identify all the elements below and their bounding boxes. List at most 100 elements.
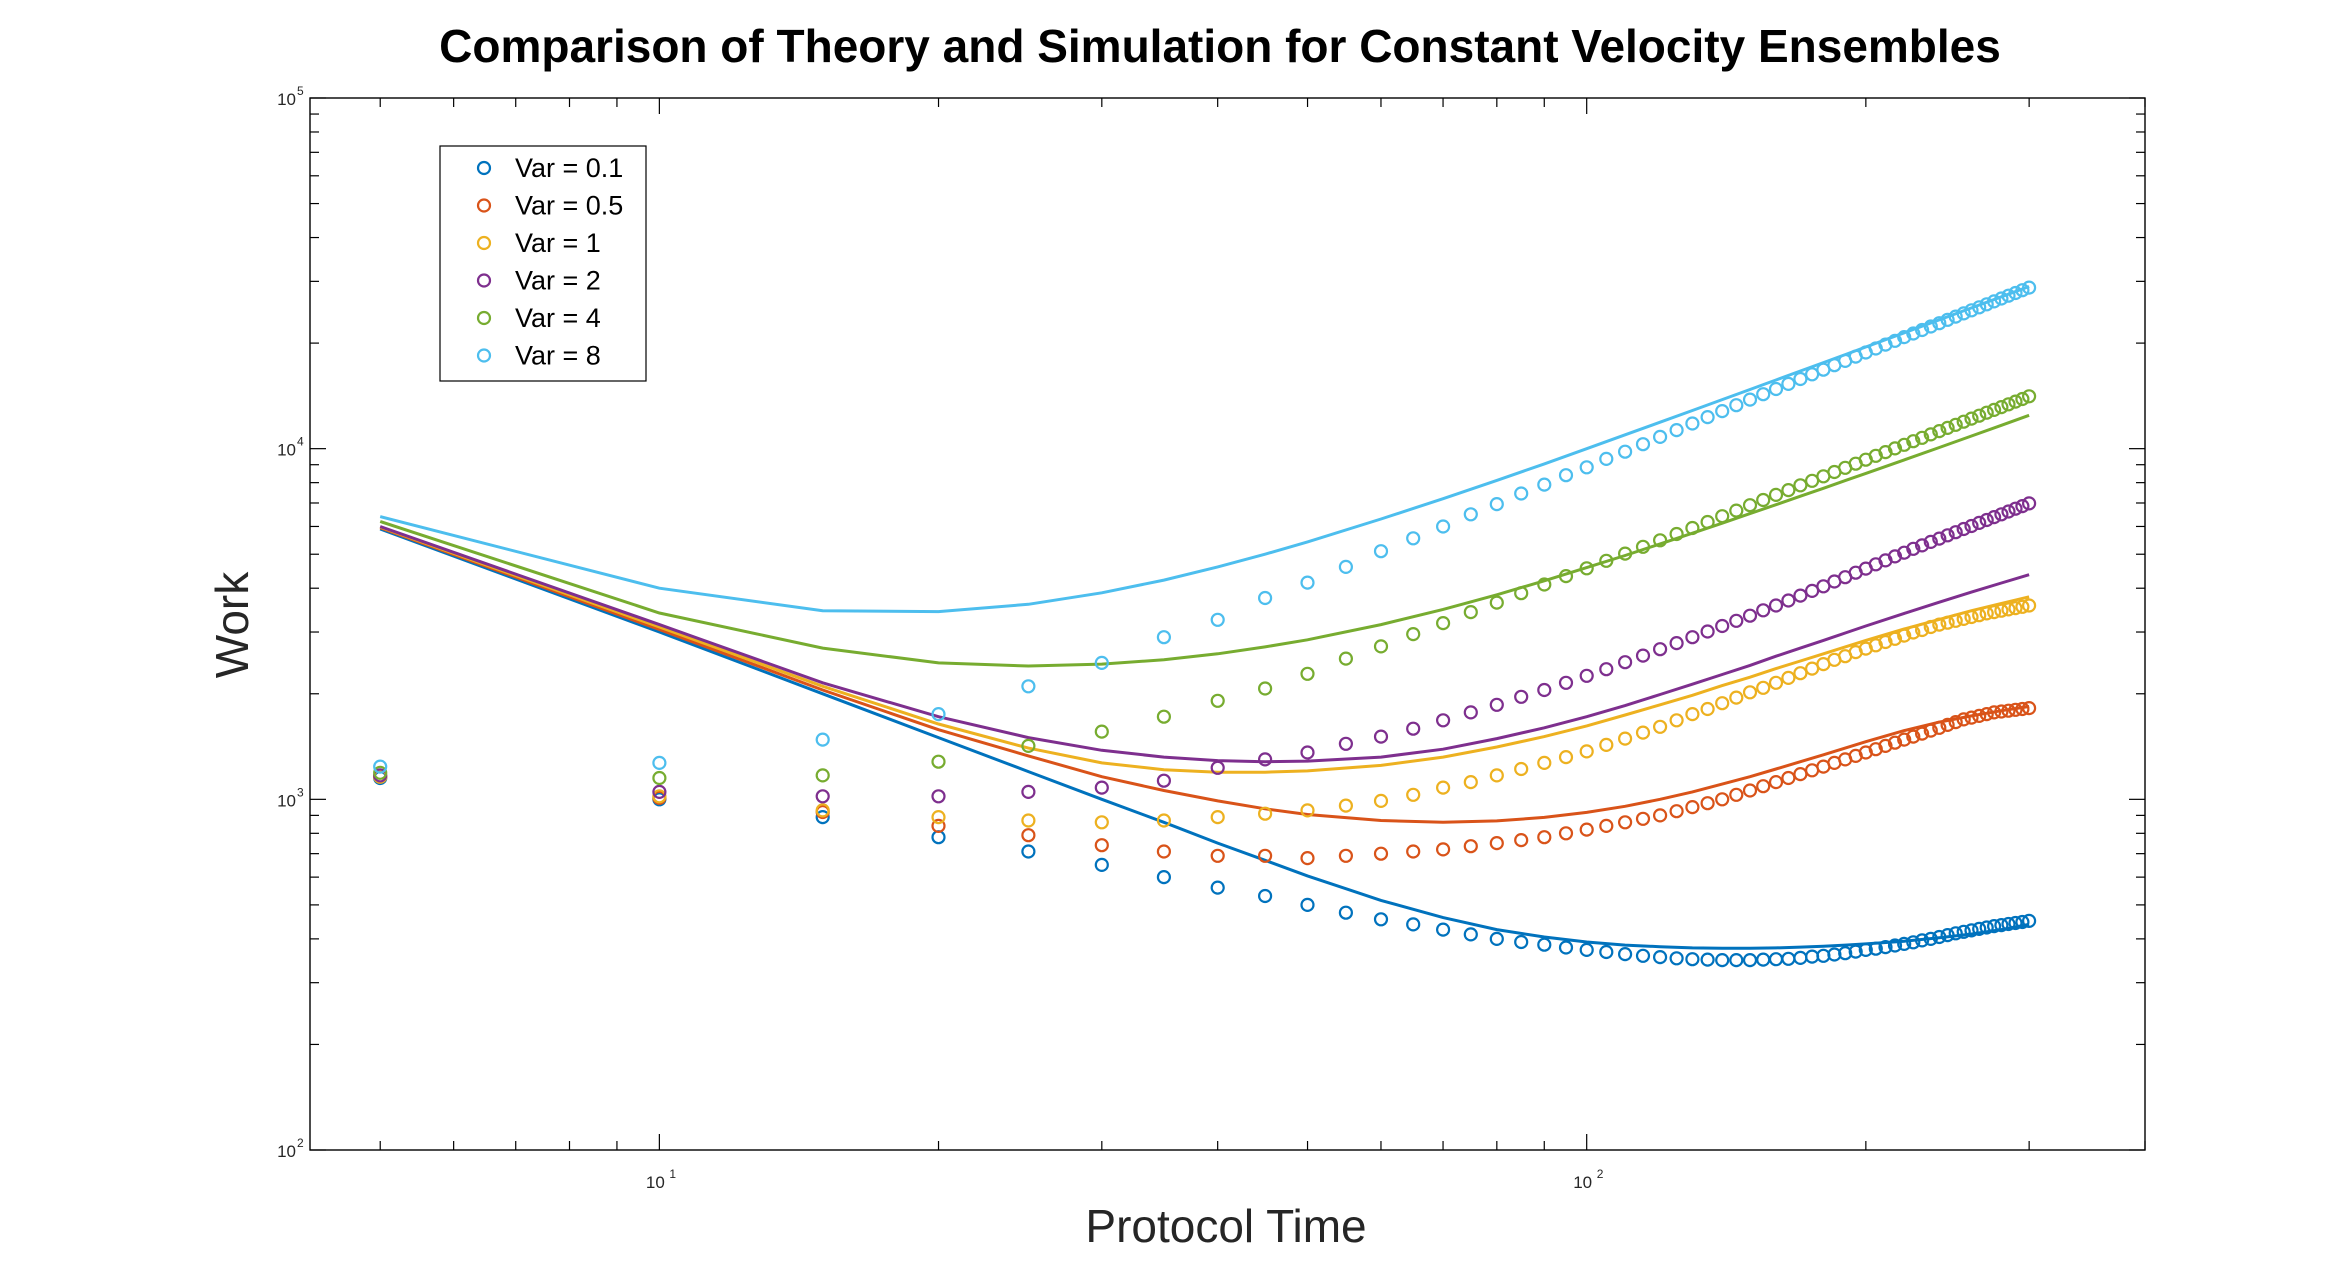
data-point (1558, 468, 1574, 483)
data-point (1964, 518, 1979, 534)
data-point (1887, 441, 1903, 456)
data-point (2015, 599, 2030, 614)
data-point (1537, 755, 1552, 771)
legend-marker (476, 348, 492, 363)
data-point (1406, 787, 1421, 802)
data-point (1858, 942, 1873, 958)
data-point (1300, 897, 1315, 913)
data-point (1923, 723, 1938, 738)
data-point (1489, 595, 1504, 610)
data-point (1956, 521, 1971, 537)
data-point (1914, 933, 1930, 948)
data-point (1742, 952, 1758, 968)
data-point (1635, 648, 1651, 663)
data-point (1715, 696, 1730, 711)
legend-label: Var = 2 (515, 266, 601, 296)
data-point (1406, 531, 1421, 546)
theory-lines (379, 285, 2030, 950)
data-point (1489, 931, 1504, 947)
data-point (1887, 631, 1903, 646)
data-point (1579, 942, 1594, 958)
data-point (1435, 519, 1451, 534)
data-point (1979, 297, 1994, 312)
data-point (1986, 705, 2002, 720)
data-point (1932, 929, 1947, 945)
data-point (1537, 577, 1552, 592)
data-point (1652, 808, 1668, 823)
series-points (373, 389, 2037, 786)
data-point (2021, 913, 2037, 929)
data-point (652, 789, 667, 804)
data-point (931, 754, 946, 769)
data-point (2008, 285, 2023, 301)
data-point (1781, 376, 1796, 391)
data-point (652, 770, 667, 786)
data-point (2001, 703, 2016, 718)
data-point (2008, 915, 2023, 931)
y-tick-label: 10 3 (277, 785, 304, 810)
data-point (1514, 934, 1529, 950)
data-point (1599, 553, 1614, 568)
data-point (1964, 923, 1979, 938)
y-tick-label-base: 10 (277, 90, 296, 109)
data-point (1948, 525, 1963, 540)
data-point (1715, 404, 1730, 419)
data-point (815, 789, 830, 804)
data-point (1635, 811, 1651, 826)
data-point (1300, 666, 1315, 681)
data-point (1979, 920, 1994, 935)
data-point (1463, 507, 1478, 522)
data-point (1729, 690, 1744, 705)
data-point (1257, 806, 1273, 821)
data-point (2008, 600, 2023, 616)
data-point (1094, 780, 1109, 795)
y-tick-label-base: 10 (277, 791, 296, 810)
data-point (1906, 541, 1921, 556)
data-point (2008, 394, 2023, 409)
theory-line (379, 413, 2030, 668)
data-point (1156, 630, 1172, 645)
data-point (1094, 655, 1109, 671)
data-point (1210, 848, 1225, 863)
data-point (1948, 926, 1963, 941)
data-point (931, 809, 946, 825)
data-point (1994, 704, 2009, 719)
data-point (1257, 681, 1273, 696)
data-point (1579, 668, 1594, 683)
data-point (1887, 549, 1903, 564)
data-point (1021, 738, 1036, 754)
data-point (1948, 309, 1963, 324)
data-point (1257, 752, 1273, 767)
data-point (1463, 927, 1478, 942)
x-tick-label-exponent: 1 (669, 1167, 676, 1181)
data-point (1940, 312, 1955, 327)
data-point (1558, 568, 1574, 584)
data-point (1756, 603, 1771, 618)
data-point (1756, 492, 1771, 508)
data-point (1948, 714, 1963, 730)
data-point (1932, 316, 1947, 331)
data-point (1878, 738, 1893, 754)
data-point (1956, 414, 1971, 429)
data-point (1986, 402, 2002, 417)
data-point (1940, 717, 1955, 733)
data-point (1652, 533, 1668, 548)
data-point (1768, 487, 1784, 502)
data-point (1956, 924, 1971, 939)
x-tick-label-base: 10 (646, 1173, 665, 1192)
y-tick-label-exponent: 3 (297, 785, 304, 799)
legend-item: Var = 0.5 (476, 191, 623, 221)
data-point (1685, 630, 1700, 645)
data-point (1914, 430, 1930, 445)
data-point (1514, 689, 1529, 704)
data-point (2008, 501, 2023, 516)
theory-line (379, 525, 2030, 774)
data-point (1373, 544, 1389, 559)
data-point (1956, 306, 1971, 321)
data-point (1940, 927, 1955, 943)
x-tick-label: 10 1 (646, 1167, 676, 1192)
data-point (1979, 606, 1994, 621)
data-point (1156, 869, 1172, 885)
data-point (1257, 848, 1273, 863)
data-point (1094, 815, 1109, 830)
